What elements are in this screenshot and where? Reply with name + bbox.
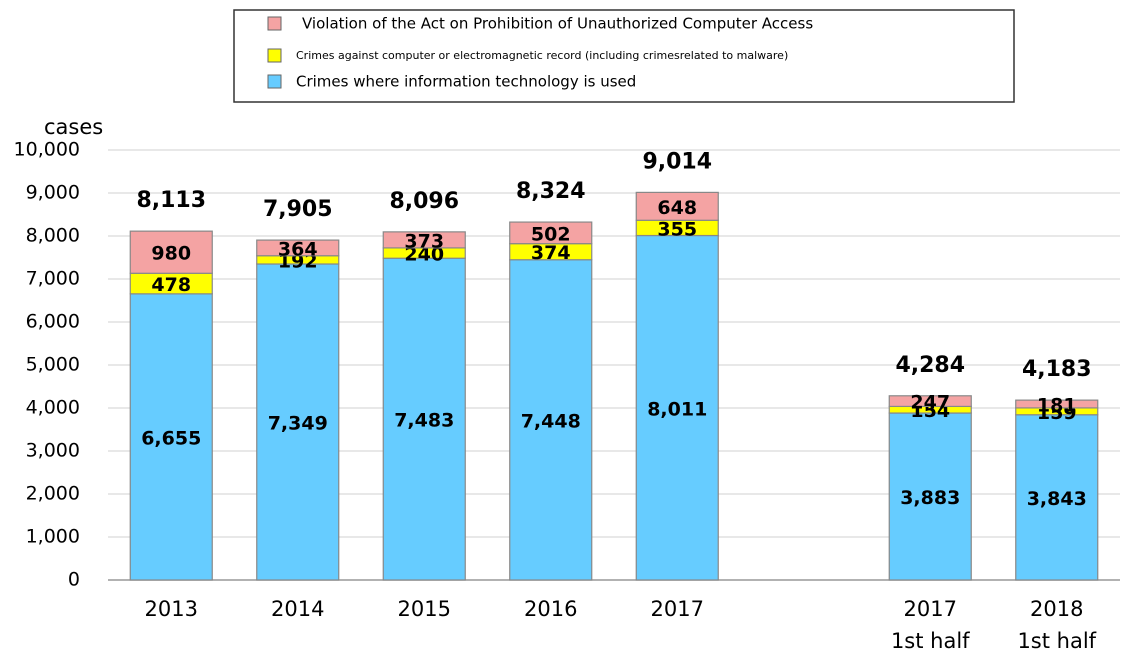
y-tick-label: 10,000 [14,139,80,161]
legend-label: Crimes against computer or electromagnet… [296,49,788,62]
y-tick-label: 7,000 [26,268,80,290]
bar-segment [509,259,593,581]
legend-label: Crimes where information technology is u… [296,73,636,91]
y-tick-label: 9,000 [26,182,80,204]
total-label: 7,905 [263,197,333,222]
bar-segment [129,293,213,581]
x-tick-label: 1st half [1017,629,1096,653]
bar-segment [1015,399,1099,409]
legend-swatch [267,74,282,89]
bar-segment [635,191,719,221]
total-label: 9,014 [642,149,712,174]
bar-segment [382,231,466,249]
legend-swatch [267,16,282,31]
data-label: 7,349 [268,412,328,434]
bar-segment [888,412,972,581]
data-label: 478 [151,274,191,296]
bar-segment [256,263,340,581]
data-label: 648 [657,197,697,219]
total-label: 8,096 [389,189,459,214]
y-tick-label: 4,000 [26,397,80,419]
data-label: 6,655 [141,427,201,449]
bar-segment [256,239,340,257]
y-tick-label: 6,000 [26,311,80,333]
y-tick-label: 1,000 [26,526,80,548]
y-axis-label: cases [44,115,103,139]
data-label: 355 [657,218,697,240]
data-label: 980 [151,243,191,265]
y-tick-label: 2,000 [26,483,80,505]
x-tick-label: 2016 [524,597,577,621]
total-label: 8,324 [516,179,586,204]
legend-box [233,9,1015,103]
x-tick-label: 2018 [1030,597,1083,621]
bar-segment [1015,414,1099,581]
y-tick-label: 8,000 [26,225,80,247]
x-tick-label: 2013 [145,597,198,621]
data-label: 8,011 [647,398,707,420]
bar-segment [635,234,719,581]
data-label: 374 [531,242,571,264]
x-tick-label: 1st half [891,629,970,653]
data-label: 3,883 [900,487,960,509]
data-label: 240 [404,244,444,266]
data-label: 364 [278,238,318,260]
x-tick-label: 2017 [651,597,704,621]
x-tick-label: 2015 [398,597,451,621]
data-label: 181 [1037,395,1077,417]
data-label: 3,843 [1027,488,1087,510]
data-label: 502 [531,223,571,245]
x-tick-label: 2014 [271,597,324,621]
data-label: 7,483 [394,410,454,432]
bar-segment [888,395,972,408]
y-tick-label: 5,000 [26,354,80,376]
legend-label: Violation of the Act on Prohibition of U… [302,15,813,33]
y-tick-label: 3,000 [26,440,80,462]
data-label: 373 [404,230,444,252]
data-label: 7,448 [521,410,581,432]
bar-segment [509,221,593,245]
total-label: 4,183 [1022,357,1092,382]
data-label: 247 [910,392,950,414]
y-tick-label: 0 [68,569,80,591]
legend-swatch [267,48,282,63]
bar-segment [129,230,213,274]
total-label: 8,113 [136,188,206,213]
bar-segment [382,257,466,581]
total-label: 4,284 [895,353,965,378]
x-tick-label: 2017 [904,597,957,621]
